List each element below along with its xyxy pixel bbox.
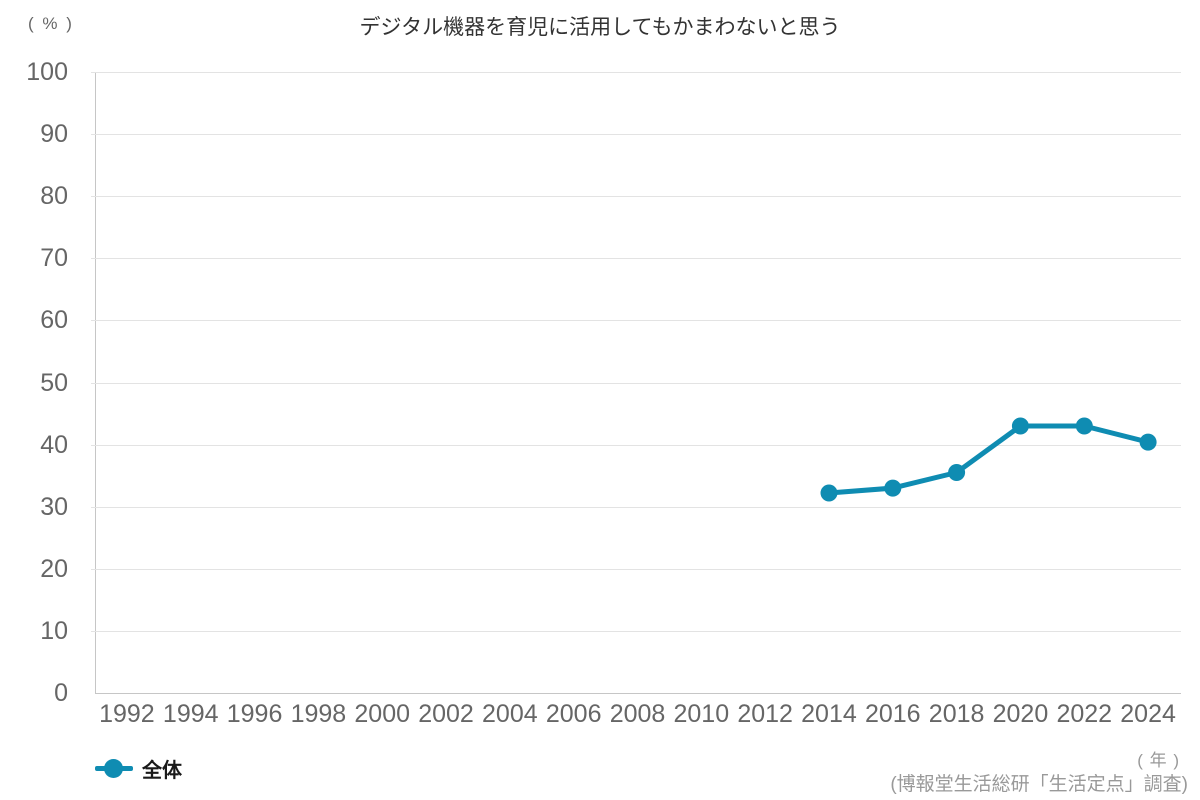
y-axis-label: 20 <box>40 554 68 583</box>
x-axis-label: 2002 <box>418 700 474 728</box>
x-axis-label: 2006 <box>545 700 602 728</box>
x-axis-label: 2020 <box>992 700 1049 728</box>
gridline <box>91 72 1181 73</box>
x-axis-label: 2012 <box>737 700 793 728</box>
gridline <box>91 568 1181 570</box>
x-axis-label: 2004 <box>482 700 538 728</box>
gridline <box>91 134 1181 136</box>
plot-area <box>91 72 1181 694</box>
gridline <box>91 320 1181 322</box>
gridline <box>91 258 1181 260</box>
data-point <box>820 484 838 502</box>
x-axis-label: 2018 <box>928 700 985 728</box>
series-line <box>826 423 1151 496</box>
y-axis-label: 70 <box>40 244 68 273</box>
data-point <box>1139 433 1157 451</box>
legend-label: 全体 <box>142 760 182 782</box>
data-point <box>1075 417 1093 435</box>
y-axis-label: 50 <box>40 368 68 397</box>
x-axis-label: 1992 <box>99 700 155 728</box>
x-axis-label: 2010 <box>673 700 730 728</box>
x-axis-label: 1994 <box>162 700 219 728</box>
series-line-layer <box>820 417 1157 502</box>
x-axis-label: 1996 <box>226 700 283 728</box>
gridline <box>91 444 1181 446</box>
legend-line-dot-icon <box>95 759 133 778</box>
x-axis-label: 2016 <box>864 700 921 728</box>
data-point <box>948 464 966 481</box>
x-axis-label: 2014 <box>801 700 857 728</box>
gridline <box>91 506 1181 508</box>
gridline <box>91 382 1181 384</box>
data-point <box>884 479 902 497</box>
y-axis-label: 40 <box>40 430 68 459</box>
chart-title: デジタル機器を育児に活用してもかまわないと思う <box>359 16 841 39</box>
y-axis-label: 10 <box>40 616 68 645</box>
legend-dot-icon <box>104 759 123 778</box>
y-axis-unit-label: ( % ) <box>28 14 74 33</box>
y-axis-label: 90 <box>40 120 68 149</box>
x-axis-label: 2008 <box>609 700 666 728</box>
y-axis-label: 60 <box>40 306 68 335</box>
x-axis-label: 2000 <box>354 700 411 728</box>
y-axis-label: 0 <box>54 679 68 707</box>
x-axis-unit-label: ( 年 ) <box>1137 751 1180 770</box>
x-axis-label: 2022 <box>1056 700 1113 728</box>
y-axis-label: 30 <box>40 492 68 521</box>
legend: 全体 <box>95 754 182 783</box>
x-axis-label: 1998 <box>290 700 347 728</box>
y-axis-label: 80 <box>40 182 68 211</box>
gridline <box>91 630 1181 632</box>
data-point <box>1011 417 1029 435</box>
source-note: (博報堂生活総研「生活定点」調査) <box>890 774 1188 795</box>
x-axis-label: 2024 <box>1120 700 1176 728</box>
y-axis-label: 100 <box>26 58 68 86</box>
gridline <box>91 196 1181 198</box>
